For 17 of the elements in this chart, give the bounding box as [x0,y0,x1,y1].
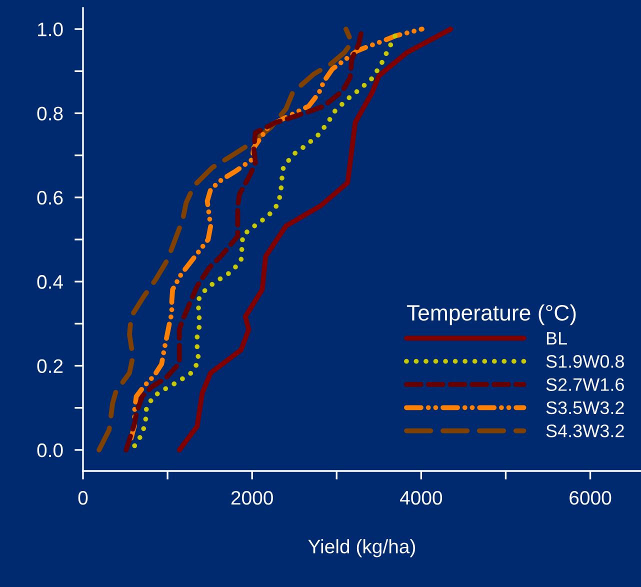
y-tick-label: 0.2 [37,359,63,374]
text: S1.9W0.8 [546,355,624,368]
x-tick-label: 0 [78,490,88,505]
x-axis-title: Yield (kg/ha) [308,539,416,558]
y-tick-label: 0.6 [37,190,63,205]
legend-title: Temperature (°C) [406,304,576,326]
x-tick-label: 4000 [400,490,442,505]
y-tick-label: 0.8 [37,106,63,120]
y-tick-label: 1.0 [38,22,63,36]
text: S4.3W3.2 [546,424,624,438]
text: BL [546,332,567,345]
y-tick-label: 0.4 [37,275,63,289]
x-tick-label: 2000 [231,490,273,505]
y-tick-label: 0.0 [37,443,63,458]
text: S2.7W1.6 [546,378,624,391]
x-tick-label: 6000 [570,490,612,505]
text: S3.5W3.2 [546,401,624,414]
